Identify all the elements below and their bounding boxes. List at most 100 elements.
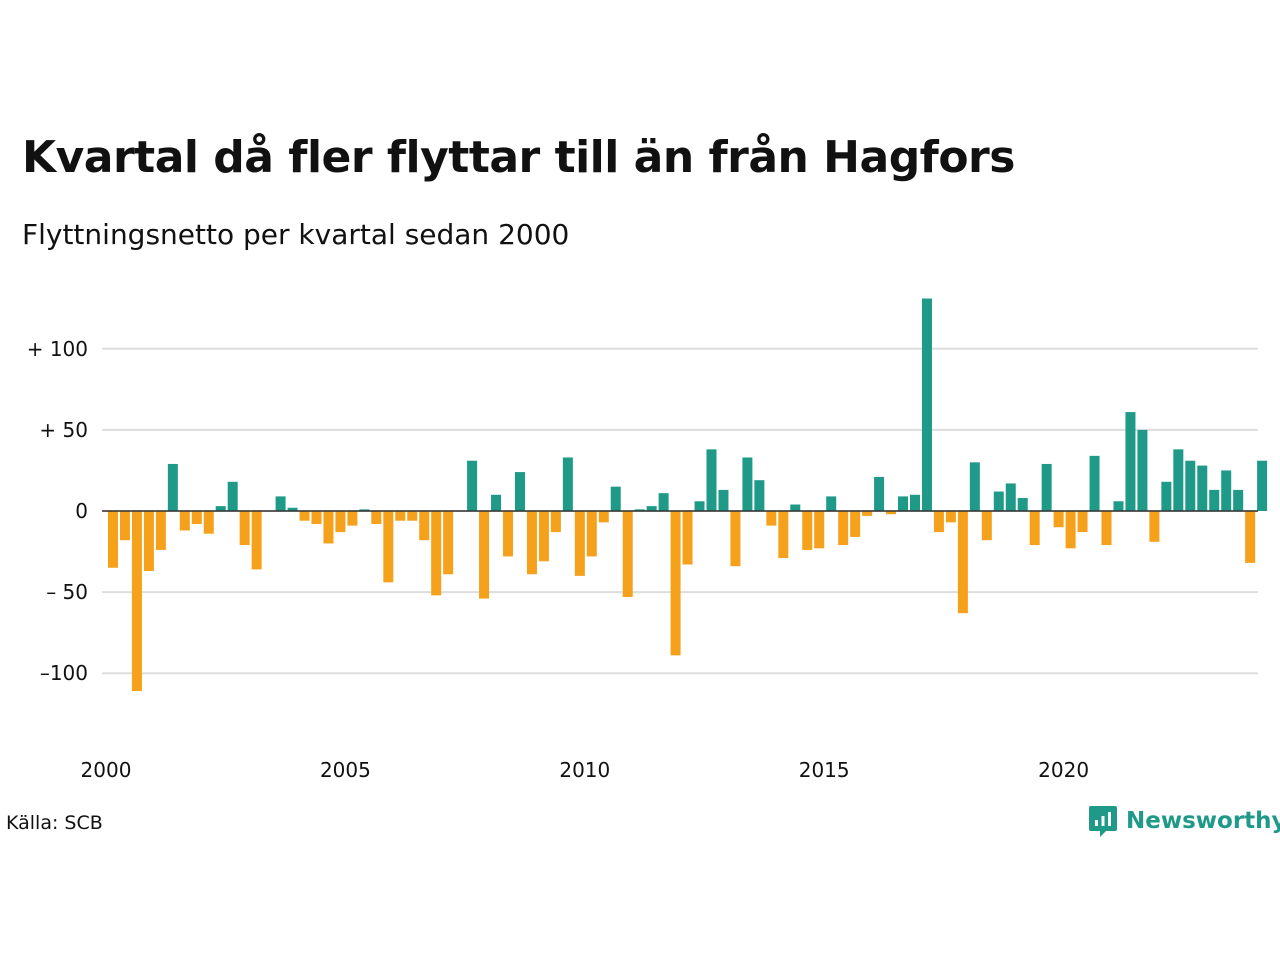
bar [1149, 511, 1160, 542]
bar [215, 506, 226, 511]
bar [1065, 511, 1076, 549]
bar [299, 511, 310, 521]
bar [191, 511, 202, 524]
bar [682, 511, 693, 565]
bar [167, 463, 178, 511]
bar [347, 511, 358, 526]
bar [694, 501, 705, 511]
bar [754, 480, 765, 511]
bar [503, 511, 514, 557]
chart-subtitle: Flyttningsnetto per kvartal sedan 2000 [22, 218, 570, 251]
y-tick-label: – 50 [46, 580, 88, 604]
bar [1077, 511, 1088, 533]
bar [1017, 498, 1028, 511]
bar [574, 511, 585, 576]
bar [730, 511, 741, 567]
bar [562, 457, 573, 511]
bar [622, 511, 633, 597]
bar [179, 511, 190, 531]
bar [981, 511, 992, 541]
y-axis-ticks: + 100 + 50 0 – 50 –100 [27, 337, 88, 685]
bar [443, 511, 454, 575]
bar-chart: + 100 + 50 0 – 50 –100 2000 2005 2010 2015 2020 [27, 298, 1268, 782]
bar [610, 486, 621, 511]
bar [335, 511, 346, 533]
brand-logo: Newsworthy [1088, 804, 1280, 838]
x-tick-label: 2000 [81, 758, 132, 782]
bar [227, 481, 238, 511]
chart-title: Kvartal då fler flyttar till än från Hag… [22, 132, 1015, 183]
bar [1221, 470, 1232, 511]
bar [1101, 511, 1112, 546]
bar [371, 511, 382, 524]
bar [766, 511, 777, 526]
bar [658, 493, 669, 511]
bar [467, 460, 478, 511]
bar [742, 457, 753, 511]
y-tick-label: –100 [40, 661, 88, 685]
x-tick-label: 2005 [320, 758, 371, 782]
bar [514, 472, 525, 511]
bar [431, 511, 442, 596]
bar [586, 511, 597, 557]
bar [323, 511, 334, 544]
bar [957, 511, 968, 614]
x-axis-ticks: 2000 2005 2010 2015 2020 [81, 758, 1090, 782]
bar [993, 491, 1004, 511]
bar [778, 511, 789, 559]
bar [1053, 511, 1064, 528]
bar [886, 511, 897, 515]
bar [598, 511, 609, 523]
bar [131, 511, 142, 692]
bar [802, 511, 813, 550]
bar [1137, 429, 1148, 511]
bar [718, 489, 729, 511]
bar [419, 511, 430, 541]
bar [1089, 455, 1100, 511]
bar [945, 511, 956, 523]
bar [1209, 489, 1220, 511]
bar [359, 509, 370, 511]
bar [239, 511, 250, 546]
x-tick-label: 2010 [559, 758, 610, 782]
bar [1161, 481, 1172, 511]
source-note: Källa: SCB [6, 812, 103, 834]
bar [143, 511, 154, 572]
bar [874, 476, 885, 511]
bar [538, 511, 549, 562]
bar [479, 511, 490, 599]
bar [1197, 465, 1208, 511]
bar [1233, 489, 1244, 511]
bar [933, 511, 944, 533]
bar [203, 511, 214, 534]
bar [1005, 483, 1016, 511]
bar [826, 496, 837, 511]
bar [526, 511, 537, 575]
bar [155, 511, 166, 550]
bar [119, 511, 130, 541]
brand-name: Newsworthy [1126, 808, 1280, 834]
bar [1125, 412, 1136, 511]
bar [108, 511, 118, 568]
bar [383, 511, 394, 583]
bar [862, 511, 873, 516]
y-tick-label: + 100 [27, 337, 88, 361]
bar [311, 511, 322, 524]
bar [634, 509, 645, 511]
bar [898, 496, 909, 511]
bar [1185, 460, 1196, 511]
bar [1245, 511, 1256, 563]
bar [550, 511, 561, 533]
bar [909, 494, 920, 511]
bar [407, 511, 418, 521]
bar [1029, 511, 1040, 546]
bar [646, 506, 657, 511]
bar [790, 504, 801, 511]
bar [969, 462, 980, 511]
bar [670, 511, 681, 656]
bar [251, 511, 262, 570]
bar [275, 496, 286, 511]
bar [921, 298, 932, 511]
bar [491, 494, 502, 511]
bar [1173, 449, 1184, 511]
